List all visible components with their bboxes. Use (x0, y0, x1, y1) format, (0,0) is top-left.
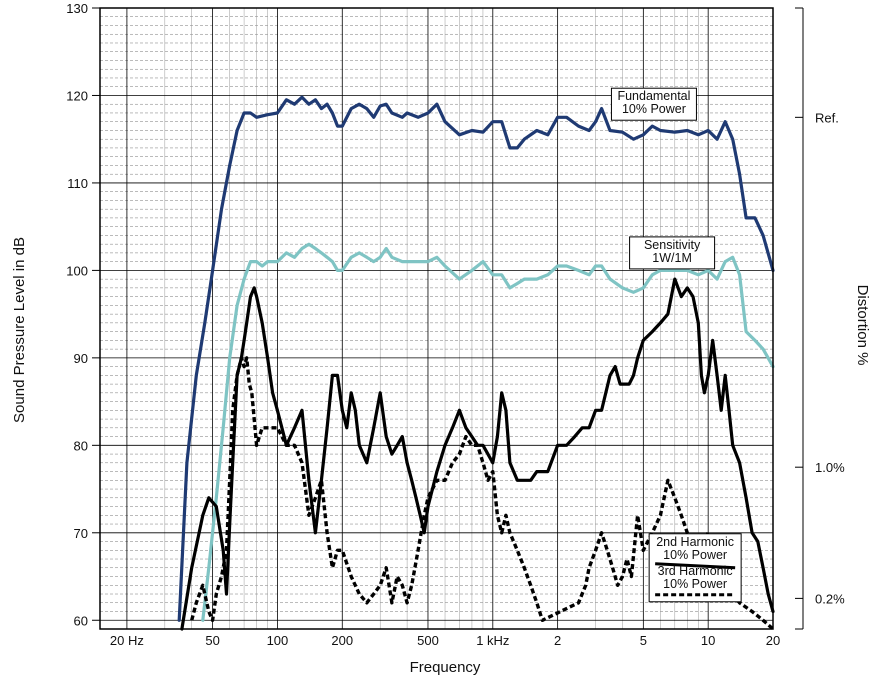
right-axis-label: Distortion % (854, 285, 871, 366)
x-tick-label: 500 (417, 633, 439, 648)
y-axis-ticks: 60 70 80 90 100 110 120 130 (66, 1, 100, 628)
x-tick-label: 2 (554, 633, 561, 648)
y-tick-label: 120 (66, 88, 88, 103)
y-axis-label: Sound Pressure Level in dB (11, 237, 28, 423)
annotation-text: 10% Power (663, 548, 727, 562)
annotation-text: 10% Power (663, 577, 727, 591)
x-tick-label: 20 (766, 633, 780, 648)
annotation-text: 2nd Harmonic (656, 535, 734, 549)
annotation-text: 3rd Harmonic (658, 564, 733, 578)
y-tick-label: 90 (74, 351, 88, 366)
right-axis-tick-label: 0.2% (815, 591, 845, 606)
series-layer (177, 95, 775, 631)
plot-frame (99, 7, 774, 630)
x-axis-label: Frequency (410, 659, 481, 676)
x-tick-label: 1 kHz (476, 633, 509, 648)
annotation-text: Fundamental (617, 89, 690, 103)
series-line-4 (190, 356, 775, 631)
x-tick-label: 50 (205, 633, 219, 648)
x-tick-label: 200 (331, 633, 353, 648)
series-line-2 (201, 242, 775, 622)
annotation-box (610, 87, 697, 121)
annotation-text: 1W/1M (652, 251, 692, 265)
x-axis-ticks: 20 Hz 50 100 200 500 1 kHz 2 5 10 20 (110, 633, 780, 648)
x-tick-label: 5 (640, 633, 647, 648)
right-axis-tick-label: Ref. (815, 110, 839, 125)
y-tick-label: 70 (74, 526, 88, 541)
series-line-1 (177, 95, 775, 622)
series-line-3 (180, 277, 775, 631)
annotation-text: 10% Power (622, 102, 686, 116)
y-tick-label: 100 (66, 263, 88, 278)
y-tick-label: 80 (74, 438, 88, 453)
x-tick-label: 100 (267, 633, 289, 648)
annotation-box (629, 236, 716, 270)
right-axis-tick-label: 1.0% (815, 460, 845, 475)
x-tick-label: 10 (701, 633, 715, 648)
right-distortion-axis: Ref. 1.0% 0.2% (795, 7, 845, 630)
legend-swatch-solid (655, 562, 736, 570)
x-tick-label: 20 Hz (110, 633, 144, 648)
y-tick-label: 110 (67, 176, 88, 191)
annotation-text: Sensitivity (644, 238, 701, 252)
y-tick-label: 60 (74, 613, 88, 628)
y-tick-label: 130 (66, 1, 88, 16)
